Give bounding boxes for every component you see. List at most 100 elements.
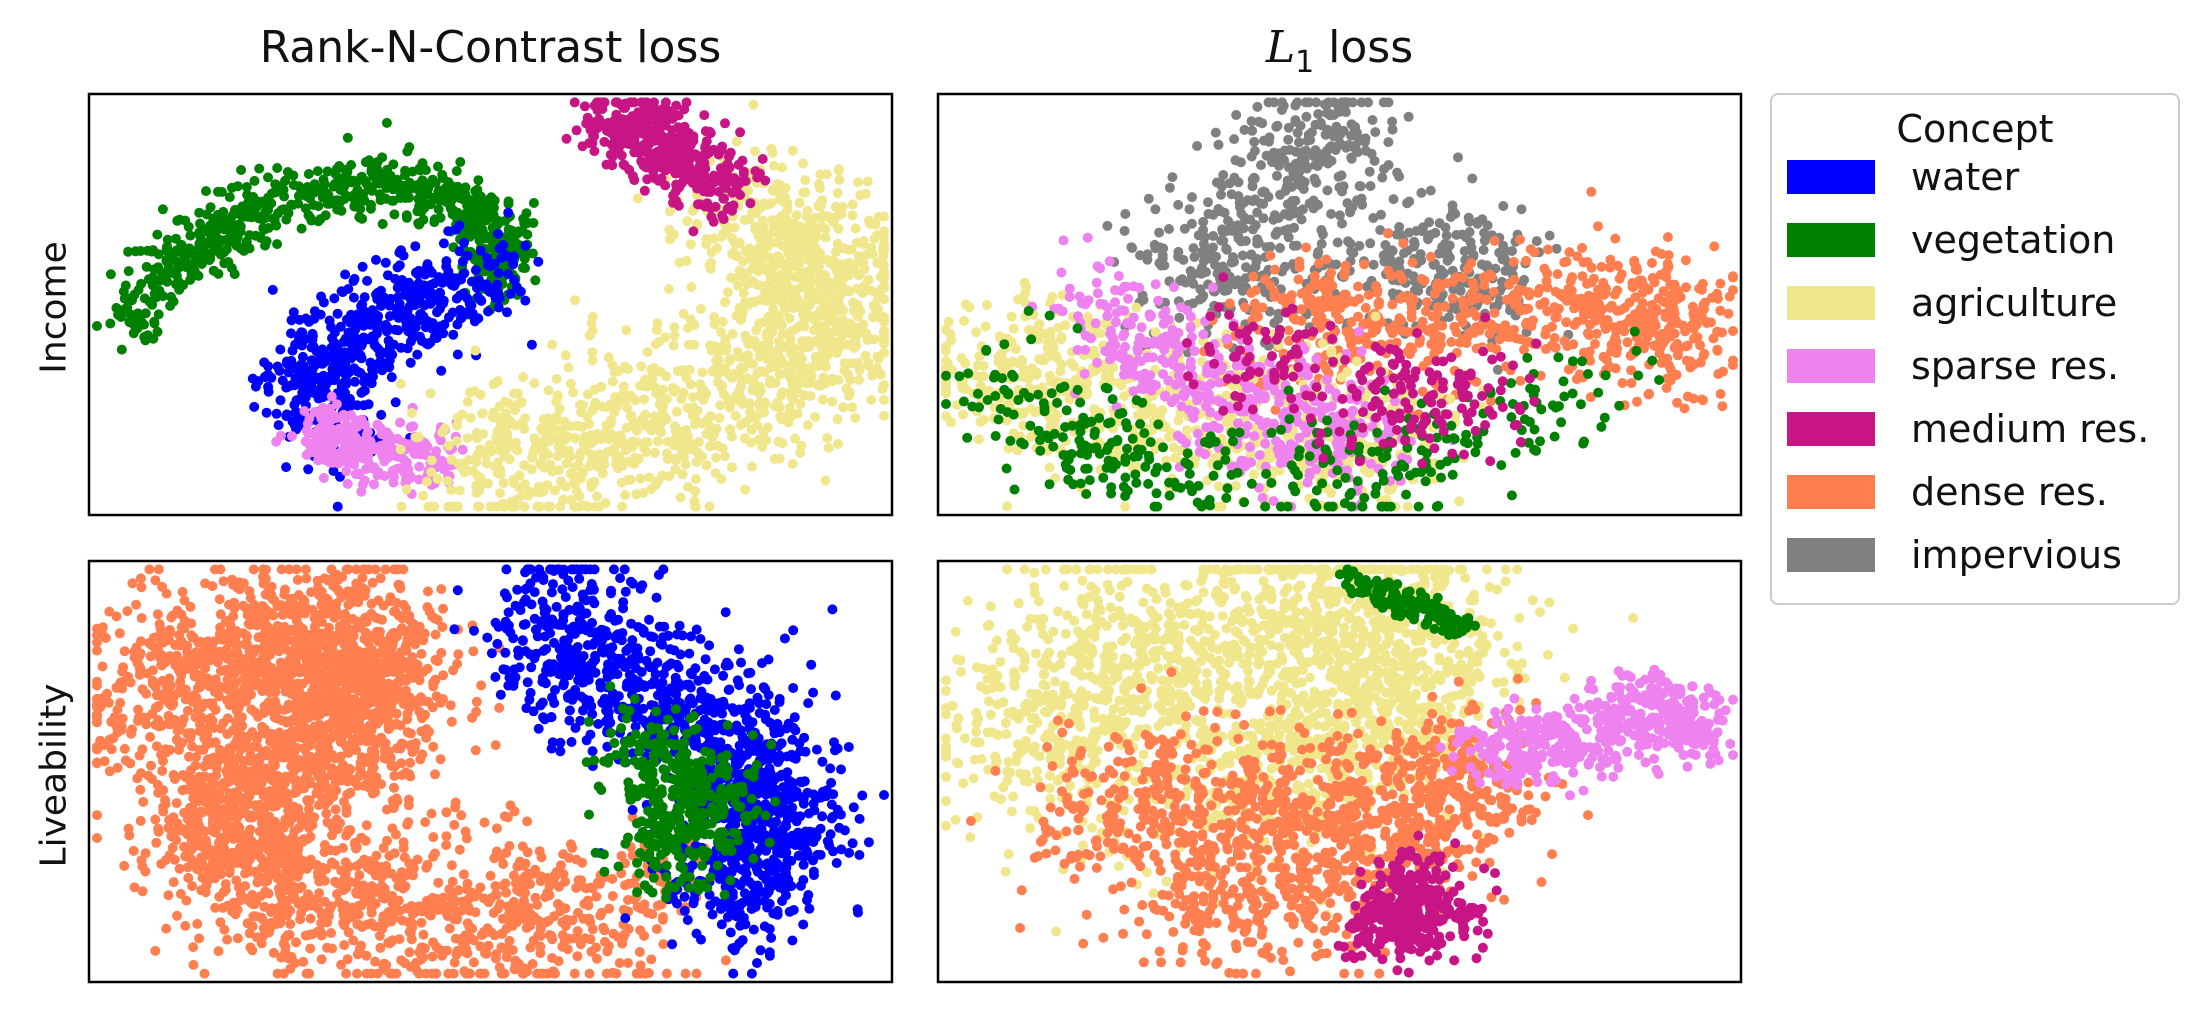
scatter-point	[734, 178, 745, 189]
scatter-point	[695, 304, 706, 314]
scatter-point	[1387, 116, 1398, 127]
scatter-point	[669, 421, 680, 432]
scatter-point	[315, 214, 326, 225]
scatter-point	[536, 423, 547, 434]
scatter-point	[1446, 337, 1457, 347]
scatter-point	[382, 438, 393, 449]
scatter-point	[676, 394, 687, 405]
scatter-point	[1301, 163, 1312, 174]
scatter-point	[754, 388, 765, 399]
scatter-point	[129, 289, 140, 300]
scatter-point	[309, 306, 320, 317]
scatter-point	[547, 339, 558, 350]
scatter-point	[345, 440, 356, 451]
scatter-point	[1572, 251, 1583, 262]
scatter-point	[855, 190, 866, 201]
scatter-point	[1354, 181, 1365, 191]
scatter-point	[357, 309, 367, 320]
scatter-point	[661, 371, 672, 382]
scatter-point	[560, 350, 571, 361]
scatter-point	[401, 310, 412, 321]
scatter-point	[283, 367, 294, 378]
scatter-point	[307, 328, 318, 339]
scatter-point	[1045, 327, 1056, 337]
scatter-point	[328, 466, 339, 476]
scatter-point	[366, 199, 376, 210]
scatter-point	[1609, 322, 1620, 333]
scatter-point	[699, 158, 710, 168]
scatter-point	[609, 367, 620, 377]
scatter-point	[698, 186, 709, 197]
scatter-point	[858, 236, 869, 246]
scatter-point	[660, 412, 671, 423]
scatter-point	[811, 361, 822, 371]
scatter-point	[1668, 303, 1679, 314]
scatter-point	[508, 474, 519, 485]
scatter-point	[1142, 254, 1153, 265]
scatter-point	[297, 351, 308, 362]
scatter-point	[678, 308, 689, 319]
scatter-point	[132, 323, 143, 334]
scatter-point	[1616, 269, 1627, 280]
scatter-point	[258, 210, 269, 220]
scatter-point	[1480, 261, 1491, 272]
scatter-point	[728, 273, 739, 284]
scatter-point	[821, 169, 832, 180]
scatter-point	[1398, 238, 1409, 249]
scatter-point	[766, 143, 777, 154]
scatter-point	[312, 433, 323, 444]
scatter-point	[1728, 271, 1738, 282]
scatter-point	[1256, 160, 1266, 171]
scatter-point	[1305, 283, 1315, 294]
scatter-point	[587, 355, 598, 366]
scatter-point	[1508, 256, 1519, 267]
scatter-point	[1198, 216, 1209, 227]
scatter-panel-l1-income	[936, 92, 1743, 517]
scatter-point	[701, 460, 712, 471]
scatter-point	[668, 340, 679, 351]
scatter-point	[688, 135, 699, 146]
scatter-point	[412, 349, 423, 360]
scatter-point	[318, 473, 329, 483]
scatter-point	[587, 311, 598, 322]
scatter-point	[303, 464, 314, 475]
scatter-point	[395, 417, 405, 428]
scatter-point	[773, 319, 784, 330]
scatter-point	[783, 248, 794, 259]
scatter-point	[1434, 218, 1445, 229]
scatter-point	[485, 501, 496, 512]
scatter-point	[731, 136, 742, 147]
scatter-point	[1368, 213, 1379, 223]
scatter-point	[693, 437, 704, 447]
scatter-point	[1541, 324, 1552, 335]
scatter-point	[194, 207, 205, 218]
scatter-point	[723, 159, 733, 170]
scatter-point	[685, 239, 696, 250]
scatter-point	[1308, 195, 1319, 206]
scatter-point	[579, 101, 590, 112]
scatter-point	[1699, 348, 1710, 359]
scatter-point	[452, 349, 463, 360]
scatter-point	[1278, 100, 1289, 111]
scatter-point	[850, 412, 861, 423]
scatter-point	[1365, 181, 1376, 191]
scatter-point	[759, 198, 770, 209]
scatter-point	[1179, 223, 1190, 234]
scatter-point	[652, 436, 663, 447]
scatter-point	[495, 488, 505, 499]
scatter-point	[839, 358, 850, 369]
scatter-point	[629, 458, 640, 469]
scatter-point	[1395, 293, 1406, 304]
scatter-point	[782, 198, 793, 209]
scatter-point	[413, 218, 424, 229]
scatter-point	[530, 275, 541, 286]
scatter-point	[1271, 121, 1282, 132]
scatter-point	[777, 240, 788, 251]
scatter-point	[349, 201, 360, 212]
scatter-point	[1394, 222, 1405, 232]
scatter-point	[340, 269, 351, 280]
scatter-point	[1606, 346, 1617, 357]
scatter-point	[761, 296, 772, 306]
scatter-point	[263, 381, 274, 392]
scatter-point	[1265, 250, 1276, 261]
